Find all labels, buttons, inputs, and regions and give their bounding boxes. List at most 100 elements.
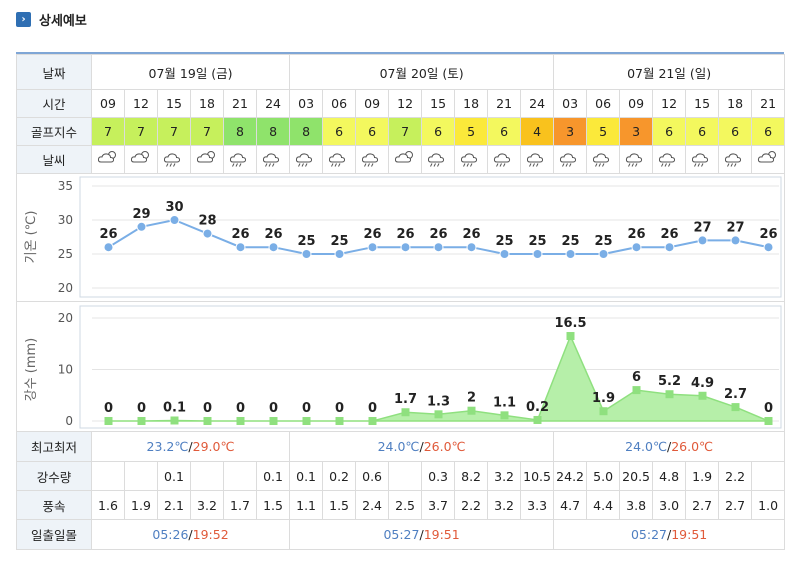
data-label: 0.1	[163, 400, 186, 415]
temp-point	[301, 249, 312, 259]
wind-cell: 3.0	[652, 490, 687, 520]
data-label: 25	[561, 234, 579, 249]
precip-cell: 0.2	[322, 461, 357, 491]
precip-cell: 1.9	[685, 461, 720, 491]
precip-cell: 0.1	[289, 461, 324, 491]
day-header: 07월 20일 (토)	[289, 54, 555, 90]
data-label: 4.9	[691, 376, 714, 391]
wind-cell: 1.5	[322, 490, 357, 520]
cloud-rain-icon	[163, 149, 185, 170]
wind-cell: 2.2	[454, 490, 489, 520]
cloud-rain-icon	[493, 149, 515, 170]
golf-index-cell: 8	[223, 117, 257, 146]
data-label: 26	[660, 227, 678, 242]
y-tick-label: 0	[65, 414, 73, 428]
cloud-rain-icon	[427, 149, 449, 170]
rain-point	[236, 417, 245, 425]
sunset-time: 19:51	[423, 527, 460, 542]
weather-row: 날씨	[16, 145, 786, 174]
precipitation-chart: 20 10 0 강수 (mm) 0 0 0.1 0 0 0 0 0 0 1.7 1.3 2 1.1 0.2 16.5…	[24, 305, 782, 429]
chevron-right-icon: ›	[16, 11, 31, 27]
data-label: 1.7	[394, 392, 417, 407]
precip-cell: 0.3	[421, 461, 456, 491]
minmax-cell: 23.2℃/29.0℃	[90, 431, 291, 462]
golf-index-cell: 6	[685, 117, 720, 146]
rain-point	[104, 417, 113, 425]
precip-cell	[190, 461, 224, 491]
rain-point	[566, 332, 575, 341]
rain-point	[170, 416, 179, 425]
weather-cell	[586, 145, 621, 174]
rain-point	[434, 410, 443, 419]
sunset-time: 19:51	[671, 527, 708, 542]
golf-index-cell: 7	[157, 117, 191, 146]
data-label: 2	[467, 391, 476, 406]
hour-cell: 24	[255, 89, 291, 118]
data-label: 5.2	[658, 374, 681, 389]
hour-cell: 06	[586, 89, 621, 118]
wind-cell: 1.0	[751, 490, 786, 520]
rain-point	[302, 417, 311, 425]
temp-point	[367, 242, 378, 253]
day-header: 07월 21일 (일)	[553, 54, 786, 90]
rain-point	[632, 386, 641, 395]
precip-cell	[91, 461, 125, 491]
temp-point	[664, 242, 675, 253]
hour-cell: 03	[289, 89, 324, 118]
data-label: 0	[269, 401, 278, 416]
temp-chart-row: 35 30 25 20 기온 (℃) 26 29 30 28 26 26 25 25 26 26 26 26 25…	[15, 173, 786, 302]
rain-point	[401, 408, 410, 417]
max-temp: 29.0℃	[192, 439, 235, 454]
date-label: 날짜	[16, 54, 92, 90]
separator: /	[419, 527, 424, 542]
golf-index-cell: 6	[355, 117, 390, 146]
data-label: 0	[302, 401, 311, 416]
temp-point	[400, 242, 411, 253]
wind-cell: 1.5	[255, 490, 291, 520]
hour-cell: 21	[751, 89, 786, 118]
data-label: 29	[132, 207, 150, 222]
precip-cell	[124, 461, 158, 491]
cloud-rain-icon	[625, 149, 647, 170]
cloud-rain-icon	[724, 149, 746, 170]
day-header: 07월 19일 (금)	[90, 54, 291, 90]
precip-cell: 0.1	[255, 461, 291, 491]
weather-cell	[454, 145, 489, 174]
golf-index-cell: 8	[289, 117, 324, 146]
data-label: 0	[137, 401, 146, 416]
hour-cell: 18	[718, 89, 753, 118]
data-label: 27	[726, 220, 744, 235]
weather-label: 날씨	[16, 145, 92, 174]
chart-frame	[79, 176, 782, 298]
temp-point	[598, 249, 609, 259]
max-temp: 26.0℃	[671, 439, 714, 454]
data-label: 0	[335, 401, 344, 416]
y-tick-label: 35	[58, 179, 73, 193]
data-label: 26	[264, 227, 282, 242]
wind-cell: 3.7	[421, 490, 456, 520]
hour-cell: 12	[652, 89, 687, 118]
data-label: 26	[759, 227, 777, 242]
rain-point	[467, 406, 476, 415]
golf-index-cell: 8	[255, 117, 291, 146]
y-axis-label: 강수 (mm)	[24, 338, 39, 402]
weather-cell	[685, 145, 720, 174]
top-border	[16, 52, 784, 54]
separator: /	[667, 439, 672, 454]
temp-point	[499, 249, 510, 259]
cloud-sun-icon	[97, 149, 119, 170]
min-temp: 23.2℃	[146, 439, 189, 454]
data-label: 30	[165, 200, 183, 215]
cloud-rain-icon	[658, 149, 680, 170]
temp-point	[697, 235, 708, 246]
hour-cell: 15	[421, 89, 456, 118]
data-label: 26	[231, 227, 249, 242]
temp-point	[136, 221, 147, 232]
temp-point	[565, 249, 576, 259]
hour-cell: 09	[91, 89, 125, 118]
precip-cell: 2.2	[718, 461, 753, 491]
weather-cell	[223, 145, 257, 174]
data-label: 25	[594, 234, 612, 249]
rain-point	[764, 417, 773, 425]
precip-cell: 20.5	[619, 461, 654, 491]
